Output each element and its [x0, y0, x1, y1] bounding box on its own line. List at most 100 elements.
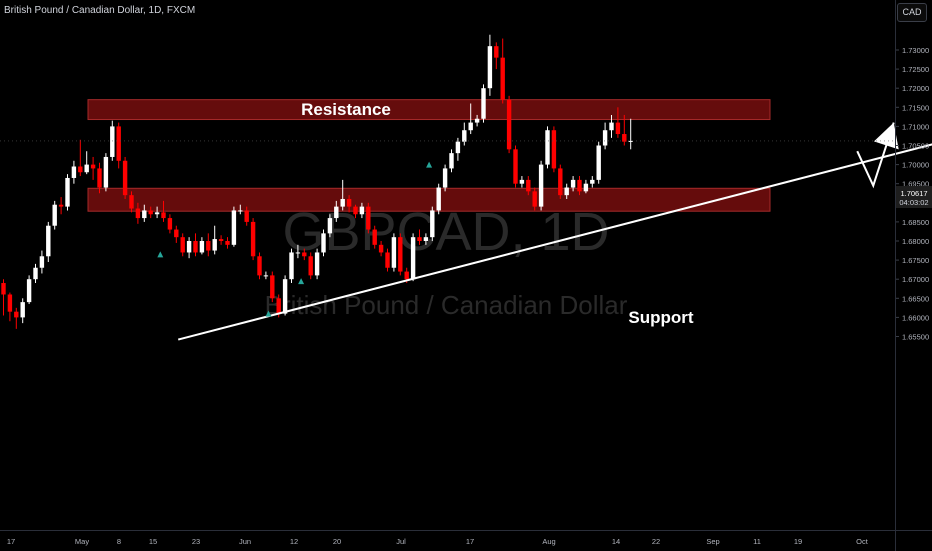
candle — [366, 202, 371, 234]
candle — [442, 164, 448, 192]
candle-body — [58, 204, 64, 207]
candle-body — [7, 294, 13, 312]
candle-body — [282, 279, 288, 314]
candle — [58, 197, 64, 215]
y-tick-label: 1.71000 — [902, 122, 929, 131]
price-tag-value: 1.70617 — [900, 189, 927, 198]
candle — [116, 122, 121, 169]
candle — [78, 139, 83, 177]
y-tick-label: 1.66000 — [902, 313, 929, 322]
axis-corner — [895, 530, 932, 551]
candle — [129, 191, 134, 213]
candle-body — [270, 275, 275, 299]
candle-body — [250, 221, 256, 257]
candle-body — [174, 229, 179, 238]
candle — [545, 126, 550, 169]
candle-body — [487, 46, 493, 89]
x-axis-ticks: 17 May 8 15 23 Jun 12 20 Jul 17 Aug 14 22 Sep 11 19 Oct — [7, 537, 869, 546]
candle — [193, 233, 198, 257]
candle — [327, 214, 333, 238]
x-tick-label: 17 — [466, 537, 474, 546]
candle — [167, 214, 173, 234]
candle-body — [398, 237, 403, 272]
candle — [282, 275, 288, 316]
candle-body — [353, 206, 358, 215]
candle-body — [26, 279, 32, 303]
candle — [26, 275, 32, 305]
price-axis[interactable] — [895, 0, 932, 530]
candle-body — [622, 134, 627, 142]
drawings-layer — [0, 122, 932, 341]
candle — [391, 233, 397, 272]
candle — [513, 145, 518, 188]
candle — [289, 248, 294, 284]
candle-body — [596, 145, 601, 180]
candle-body — [244, 210, 249, 222]
candle — [135, 202, 141, 224]
y-tick-label: 1.70000 — [902, 161, 929, 170]
candle-body — [33, 267, 38, 280]
candle-body — [513, 149, 518, 184]
candle — [148, 206, 153, 219]
candle — [462, 122, 467, 146]
candle-body — [65, 177, 70, 207]
x-tick-label: 15 — [149, 537, 157, 546]
candle — [602, 122, 608, 150]
candle — [628, 118, 633, 150]
candle-body — [180, 237, 185, 253]
candle — [39, 250, 45, 274]
candle-body — [436, 187, 441, 211]
candle — [33, 263, 38, 284]
candle — [468, 103, 473, 135]
candle-body — [212, 239, 217, 251]
candle-body — [103, 156, 109, 188]
zones-layer — [87, 99, 771, 212]
candle-body — [366, 206, 371, 230]
candle — [20, 298, 25, 324]
candle — [263, 271, 269, 280]
candle — [231, 206, 237, 247]
x-tick-label: Jun — [239, 537, 251, 546]
candle-body — [199, 241, 205, 253]
x-tick-label: May — [75, 537, 89, 546]
candle — [359, 202, 365, 219]
candle-body — [391, 237, 397, 268]
y-tick-label: 1.67000 — [902, 275, 929, 284]
candle — [430, 206, 435, 241]
y-tick-label: 1.66500 — [902, 294, 929, 303]
candle-body — [334, 206, 339, 219]
candle — [487, 34, 493, 96]
x-tick-label: 11 — [753, 537, 761, 546]
candle — [334, 200, 339, 222]
candle-body — [481, 88, 486, 119]
arrow-head — [873, 122, 899, 150]
candle-body — [346, 198, 352, 207]
currency-button[interactable]: CAD — [897, 3, 927, 22]
candle-body — [295, 252, 301, 254]
candle-body — [97, 168, 102, 188]
candle-body — [570, 179, 576, 188]
candle-body — [257, 256, 262, 276]
candle — [295, 244, 301, 259]
candle — [174, 225, 179, 243]
x-tick-label: Oct — [856, 537, 869, 546]
candle-body — [231, 210, 237, 245]
candle — [161, 200, 166, 222]
candle-body — [238, 210, 243, 212]
candle — [270, 271, 275, 303]
candle — [46, 221, 51, 263]
candle — [321, 229, 326, 257]
candle — [302, 248, 307, 261]
candle-body — [167, 218, 173, 230]
x-tick-label: 20 — [333, 537, 341, 546]
candle — [596, 141, 601, 184]
candle-body — [564, 187, 569, 196]
x-tick-label: 19 — [794, 537, 802, 546]
candle — [206, 233, 211, 257]
candle-body — [122, 160, 128, 196]
candle-body — [90, 164, 96, 169]
time-axis[interactable] — [0, 530, 895, 551]
candle — [199, 237, 205, 255]
